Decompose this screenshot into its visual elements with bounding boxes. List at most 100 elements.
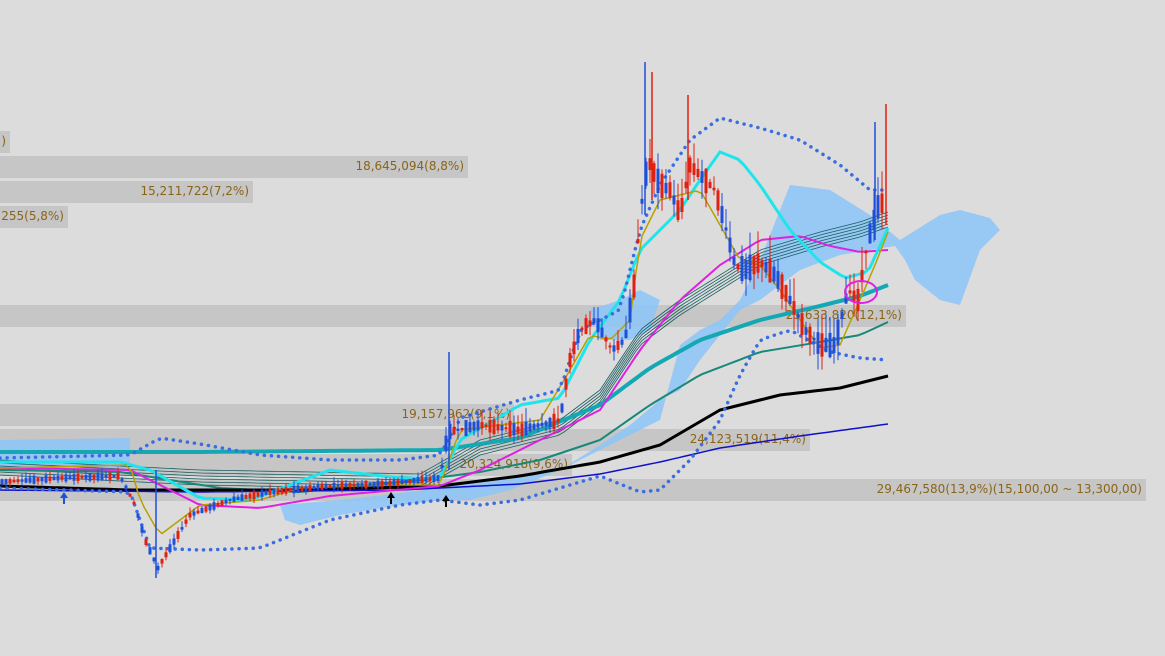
candle-body xyxy=(720,206,724,223)
candle-body xyxy=(696,168,700,177)
candle-body xyxy=(644,161,648,186)
candle-body xyxy=(176,531,180,539)
candle-body xyxy=(868,223,872,244)
candle-body xyxy=(716,190,720,211)
candle-body xyxy=(496,424,500,431)
candle-body xyxy=(472,422,476,431)
candle-body xyxy=(588,320,592,327)
candle-body xyxy=(688,157,692,173)
candle-body xyxy=(544,421,548,426)
candle-body xyxy=(380,480,384,487)
candle-body xyxy=(84,475,88,480)
candle-body xyxy=(580,327,584,330)
candle-body xyxy=(16,479,20,483)
candle-body xyxy=(220,500,224,506)
candle-body xyxy=(672,195,676,205)
candle-body xyxy=(752,256,756,275)
candle-body xyxy=(880,193,884,214)
candle-body xyxy=(20,479,24,482)
candle-body xyxy=(292,485,296,494)
ma-line xyxy=(0,150,890,502)
candle-body xyxy=(320,483,324,490)
candle-body xyxy=(448,423,452,440)
candle-body xyxy=(364,480,368,489)
up-arrow-icon xyxy=(387,492,395,504)
candle-body xyxy=(568,352,572,368)
candle-body xyxy=(180,527,184,530)
volume-profile-bar: …255(5,8%) xyxy=(0,206,68,228)
candle-body xyxy=(400,479,404,485)
candle-body xyxy=(116,472,120,480)
candlesticks xyxy=(0,62,887,578)
candle-body xyxy=(0,479,4,485)
candle-body xyxy=(80,476,84,479)
candle-body xyxy=(28,477,32,483)
candle-body xyxy=(252,491,256,500)
candle-body xyxy=(188,512,192,518)
candle-body xyxy=(280,488,284,494)
candle-body xyxy=(788,295,792,305)
candle-body xyxy=(412,478,416,484)
candle-body xyxy=(620,339,624,345)
candle-body xyxy=(424,477,428,482)
candle-body xyxy=(224,499,228,504)
candle-body xyxy=(52,476,56,480)
candle-body xyxy=(780,274,784,299)
candle-body xyxy=(852,290,856,302)
candle-body xyxy=(428,476,432,482)
candle-body xyxy=(368,483,372,486)
candle-body xyxy=(160,559,164,564)
candle-body xyxy=(72,474,76,481)
ma-ribbon-line xyxy=(0,214,889,478)
candle-body xyxy=(460,427,464,430)
candle-body xyxy=(456,428,460,431)
volume-profile-label: …) xyxy=(0,134,6,148)
volume-profile-bar: 18,645,094(8,8%) xyxy=(0,156,468,178)
candle-body xyxy=(664,182,668,194)
candle-body xyxy=(708,181,712,189)
candle-body xyxy=(528,423,532,432)
candle-body xyxy=(556,418,560,423)
candle-body xyxy=(464,420,468,437)
candle-body xyxy=(756,253,760,273)
candle-body xyxy=(572,341,576,355)
bollinger-band xyxy=(0,116,890,462)
candle-body xyxy=(636,239,640,243)
candle-body xyxy=(540,422,544,427)
cloud-area xyxy=(590,290,660,340)
candle-body xyxy=(504,427,508,430)
candle-body xyxy=(136,513,140,518)
candle-body xyxy=(812,337,816,341)
candle-body xyxy=(616,340,620,350)
candle-body xyxy=(228,498,232,502)
candle-body xyxy=(156,565,160,571)
candle-body xyxy=(576,328,580,344)
candle-body xyxy=(712,187,716,191)
candle-body xyxy=(132,501,136,505)
candle-body xyxy=(820,333,824,357)
candle-body xyxy=(484,424,488,427)
candle-body xyxy=(32,475,36,484)
candle-body xyxy=(684,181,688,189)
volume-profile-bar: 25,633,820(12,1%) xyxy=(0,305,906,327)
ma-line xyxy=(0,321,889,494)
candle-body xyxy=(736,263,740,270)
candle-body xyxy=(308,485,312,491)
candle-body xyxy=(600,327,604,338)
candle-body xyxy=(784,285,788,302)
candle-body xyxy=(100,473,104,480)
candle-body xyxy=(624,329,628,339)
candle-body xyxy=(348,483,352,488)
candle-body xyxy=(872,209,876,231)
candle-body xyxy=(276,488,280,495)
candle-body xyxy=(440,464,444,469)
candle-body xyxy=(12,479,16,483)
candle-body xyxy=(808,326,812,344)
volume-profile-label: …255(5,8%) xyxy=(0,209,64,223)
candle-body xyxy=(164,552,168,558)
up-arrow-icon xyxy=(442,495,450,507)
signal-markers xyxy=(60,280,878,507)
candle-body xyxy=(40,477,44,482)
ma-line xyxy=(0,235,889,509)
